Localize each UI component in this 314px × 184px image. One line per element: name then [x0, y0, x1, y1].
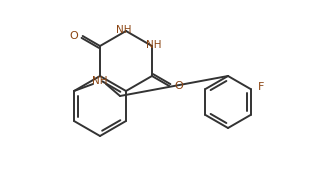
Text: NH: NH	[92, 76, 108, 86]
Text: NH: NH	[146, 40, 162, 50]
Text: O: O	[174, 81, 183, 91]
Text: F: F	[257, 82, 264, 92]
Text: NH: NH	[116, 25, 132, 35]
Text: O: O	[69, 31, 78, 41]
